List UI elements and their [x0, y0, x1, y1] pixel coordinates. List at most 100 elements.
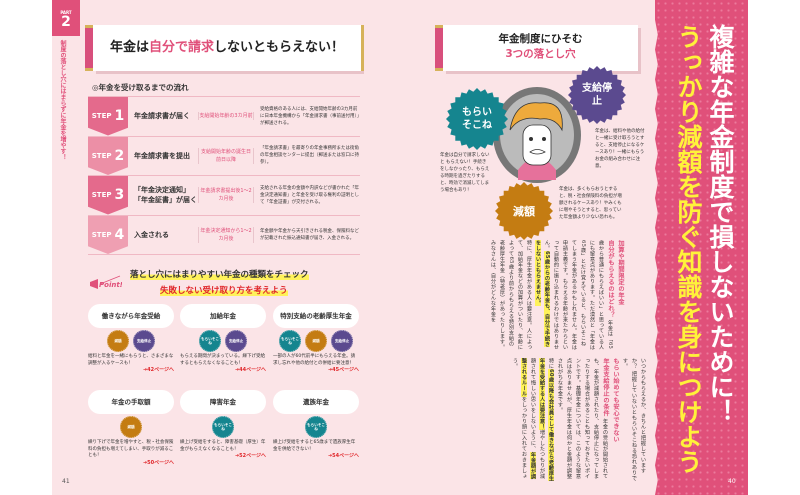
badge-reduce: 減額: [495, 182, 553, 240]
step-arrow: STEP 1: [88, 97, 128, 136]
badge-purple: 支給停止: [331, 330, 353, 352]
card-title: 遺族年金: [273, 390, 359, 414]
body-text: 増やしたつもりが減額されて悔しい思いをしないように、: [530, 358, 545, 479]
badge-teal: もらいそこね: [279, 330, 301, 352]
page-link[interactable]: ➜54ページへ: [327, 453, 359, 459]
scroll-roll: [435, 25, 443, 71]
step-number: 1: [114, 108, 125, 125]
card-text: 繰り下げで年金を増やすと、税・社会保険料の負担も増えてしまい、手取りが減ることも…: [88, 440, 174, 458]
step-description: 年金額や年金から天引きされる税金、保険料などが記載された振込通知書が届き、入金さ…: [260, 228, 359, 241]
body-text: 特に、厚生年金がある人は要注意。人によって、加給年金などの加算がついたり、年齢に…: [499, 240, 532, 350]
step-label: STEP: [91, 230, 112, 239]
page-link[interactable]: ➜52ページへ: [234, 453, 266, 459]
step-timing: 年金決定通知から1〜2カ月後: [198, 226, 254, 243]
card-badges: もらいそこね 支給停止: [180, 330, 266, 352]
step-timing: 支給開始年齢の誕生日前日以降: [198, 147, 254, 164]
right-title-line-1: 年金制度にひそむ: [498, 33, 583, 45]
scroll-roll: [361, 25, 364, 71]
page-number-left: 41: [62, 478, 70, 485]
step-description: 受給資格のある人には、支給開始年齢の3カ月前に日本年金機構から「年金請求書（事前…: [260, 106, 359, 126]
card-title: 障害年金: [180, 390, 266, 414]
step-label: STEP: [91, 191, 112, 200]
steps-list: STEP 1 年金請求書が届く 支給開始年齢の3カ月前 受給資格のある人には、支給…: [88, 96, 360, 255]
card-text: 繰上げ受給をすると、障害基礎（厚生）年金がもらえなくなることも！: [180, 440, 266, 452]
headline-line-2: うっかり減額を防ぐ知識を身につけよう: [674, 24, 703, 474]
step-title: 年金請求書を提出: [134, 151, 190, 160]
part-label: PART: [60, 10, 72, 15]
badge-teal: もらいそこね: [212, 416, 234, 438]
badge-orange: 減額: [305, 330, 327, 352]
step-arrow: STEP 3: [88, 176, 128, 215]
flow-heading: ◎年金を受け取るまでの流れ: [92, 83, 189, 92]
step-description: 「年金請求書」を最寄りの年金事務所または街角の年金相談センターに提出（郵送または…: [260, 146, 359, 166]
step-number: 3: [114, 187, 125, 204]
scroll-roll: [85, 25, 93, 71]
point-line-1: 落とし穴にはまりやすい年金の種類をチェック: [130, 268, 309, 280]
page-link[interactable]: ➜44ページへ: [234, 367, 266, 373]
card-text: 一部の人が60代前半にもらえる年金。請求し忘れや他の給付との併給に要注意！: [273, 354, 356, 366]
body-text: 年金は「65歳から普通にもらえばいい」と思っている人にも留意点があります。ただ漠…: [544, 240, 613, 350]
body-text: 特に: [548, 358, 554, 369]
step-number: 2: [114, 147, 125, 164]
step-description: 支給される年金の金額や内訳などが書かれた「年金決定通知書」と年金を受け取る権利の…: [260, 185, 359, 205]
title-accent: 自分で請求: [148, 40, 214, 55]
page-link[interactable]: ➜45ページへ: [327, 367, 359, 373]
step-timing: 支給開始年齢の3カ月前: [198, 112, 254, 121]
stop-description: 年金は、給料や他の給付と一緒に受け取ろうとすると、支給停止になるケースあり！一緒…: [595, 129, 645, 169]
section-1-heading: 加算や期間限定の年金 自分がもらえるのはどれ？: [607, 240, 624, 318]
badge-teal: もらいそこね: [305, 416, 327, 438]
point-callout: Point! 落とし穴にはまりやすい年金の種類をチェック 失敗しない受け取り方を…: [88, 268, 363, 302]
pension-card: 働きながら年金受給 減額 支給停止 給料と年金を一緒にもらうと、さまざまな調整が入…: [88, 304, 174, 374]
flow-step: STEP 4 入金される 年金決定通知から1〜2カ月後 年金額や年金から天引きされ…: [88, 215, 360, 255]
badge-orange: 減額: [120, 416, 142, 438]
reduce-description: 年金は、多くもらおうとすると、税・社会保険料の負担が増額されるケースあり！やみく…: [559, 187, 622, 220]
card-badges: もらいそこね: [273, 416, 359, 438]
right-title-banner: 年金制度にひそむ 3つの落とし穴: [435, 25, 638, 71]
pension-card: 特別支給の老齢厚生年金 もらいそこね 減額 支給停止 一部の人が60代前半にもらえる…: [273, 304, 359, 374]
body-text: をしっかり頭に入れておきましょう。: [512, 358, 527, 479]
part-tab: PART 2: [52, 0, 80, 36]
page-number-right: 40: [728, 478, 736, 485]
page-link[interactable]: ➜50ページへ: [142, 459, 174, 466]
headline-banner: [655, 0, 748, 495]
section-2-heading: もらい始めても安心できない 年金支給停止の条件: [602, 358, 619, 443]
worried-woman-illustration: [493, 87, 581, 183]
side-title: 制度の落とし穴にはまらずに年金を増やす！: [59, 40, 66, 160]
step-label: STEP: [91, 112, 112, 121]
section-2-article: いつからもらえるか、きちんと把握していますか？ 把握していないともらいそこねる恐…: [425, 358, 647, 482]
page-link[interactable]: ➜42ページへ: [142, 367, 174, 373]
highlight-text: 65歳からの老齢年金も、自分で手続きをしないともらえません。: [535, 240, 550, 347]
card-text: もらえる期間が決まっている。繰下げ受給するともらえなくなることも！: [180, 354, 265, 366]
title-text: 年金は: [109, 40, 149, 55]
step-title: 年金請求書が届く: [134, 112, 190, 121]
flow-step: STEP 1 年金請求書が届く 支給開始年齢の3カ月前 受給資格のある人には、支給…: [88, 97, 360, 137]
pension-card: 年金の手取額 減額 繰り下げで年金を増やすと、税・社会保険料の負担も増えてしまい…: [88, 390, 174, 466]
step-title: 「年金決定通知」「年金証書」が届く: [134, 186, 197, 205]
flow-step: STEP 3 「年金決定通知」「年金証書」が届く 年金請求書提出後1〜2カ月後 支…: [88, 176, 360, 216]
card-title: 加給年金: [180, 304, 266, 328]
heading-line: もらい始めても安心できない: [612, 358, 619, 443]
pension-card: 遺族年金 もらいそこね 繰上げ受給をすると65歳まで遺族厚生年金を併給できない！…: [273, 390, 359, 460]
badge-purple: 支給停止: [133, 330, 155, 352]
badge-purple: 支給停止: [225, 330, 247, 352]
card-title: 特別支給の老齢厚生年金: [273, 304, 359, 328]
badge-orange: 減額: [107, 330, 129, 352]
heading-line: 年金支給停止の条件: [602, 358, 609, 417]
flow-step: STEP 2 年金請求書を提出 支給開始年齢の誕生日前日以降 「年金請求書」を最寄…: [88, 136, 360, 176]
badge-stop: 支給停止: [568, 66, 626, 124]
body-text: 年金の受給が開始されても、年金が減額されたり、支給停止になってしまったりする場合…: [557, 358, 608, 479]
point-badge: Point!: [99, 281, 122, 289]
pension-card: 加給年金 もらいそこね 支給停止 もらえる期間が決まっている。繰下げ受給するともら…: [180, 304, 266, 374]
heading-line: 自分がもらえるのはどれ？: [607, 240, 614, 318]
card-text: 繰上げ受給をすると65歳まで遺族厚生年金を併給できない！: [273, 440, 356, 452]
section-1-article: 加算や期間限定の年金 自分がもらえるのはどれ？ 年金は「65歳から普通にもらえばい…: [420, 240, 625, 350]
card-title: 年金の手取額: [88, 390, 174, 414]
card-badges: 減額 支給停止: [88, 330, 174, 352]
page-title: 年金は自分で請求しないともらえない！: [93, 25, 361, 71]
megaphone-icon: Point!: [90, 275, 122, 289]
body-text: みなさんは、自分がどんな年金を: [490, 240, 496, 323]
step-label: STEP: [91, 151, 112, 160]
headline-line-1: 複雑な年金制度で損しないために！: [706, 24, 735, 424]
heading-line: 加算や期間限定の年金: [617, 240, 624, 305]
badge-miss: もらいそこね: [446, 88, 508, 150]
